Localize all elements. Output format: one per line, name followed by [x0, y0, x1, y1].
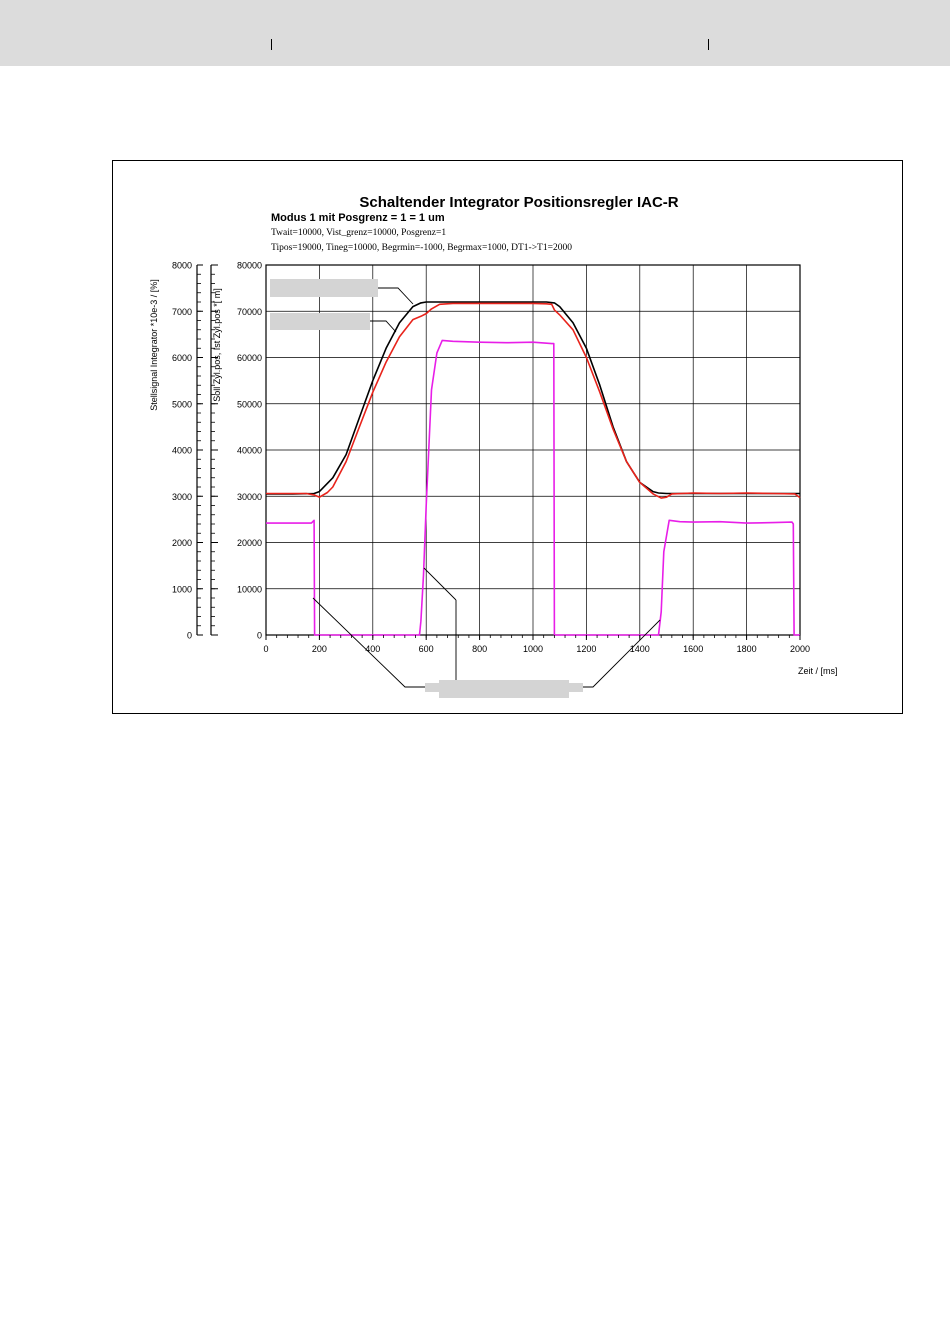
callout-leader — [583, 619, 661, 688]
y-tick-label-right: 30000 — [237, 492, 262, 502]
y-tick-label-left: 0 — [187, 631, 192, 641]
header-separator — [708, 39, 709, 50]
y-tick-label-right: 40000 — [237, 446, 262, 456]
y-tick-label-left: 6000 — [172, 353, 192, 363]
y-tick-label-left: 3000 — [172, 492, 192, 502]
callout-leader — [378, 287, 414, 305]
callout-box-bottom — [425, 683, 583, 692]
x-tick-label: 2000 — [790, 644, 810, 654]
y-tick-label-left: 7000 — [172, 307, 192, 317]
y-tick-label-left: 4000 — [172, 446, 192, 456]
y-tick-label-right: 60000 — [237, 353, 262, 363]
y-tick-label-left: 8000 — [172, 261, 192, 271]
series-line — [266, 339, 800, 636]
legend-callout-box — [270, 313, 370, 330]
chart-callouts — [270, 279, 661, 698]
page-header-bar — [0, 0, 950, 66]
series-line — [266, 302, 801, 499]
y-tick-label-right: 20000 — [237, 538, 262, 548]
x-tick-label: 0 — [263, 644, 268, 654]
x-tick-label: 200 — [312, 644, 327, 654]
y-axis-left-label: Stellsignal Integrator *10e-3 / [%] — [149, 279, 159, 411]
y-tick-label-right: 10000 — [237, 584, 262, 594]
x-tick-label: 1000 — [523, 644, 543, 654]
y-tick-label-right: 80000 — [237, 261, 262, 271]
x-tick-label: 800 — [472, 644, 487, 654]
x-tick-label: 400 — [365, 644, 380, 654]
chart-figure-frame: 0 200 400 600 800 1000 1200 1400 1600 1800 2000 0 10… — [112, 160, 903, 714]
chart-params-line-2: Tipos=19000, Tineg=10000, Begrmin=-1000,… — [271, 243, 572, 253]
y-tick-label-left: 1000 — [172, 584, 192, 594]
legend-callout-box — [270, 279, 378, 297]
y-tick-label-left: 2000 — [172, 538, 192, 548]
callout-leader — [370, 320, 397, 333]
callout-leader — [423, 567, 457, 601]
x-tick-label: 600 — [419, 644, 434, 654]
chart-params-line-1: Twait=10000, Vist_grenz=10000, Posgrenz=… — [271, 228, 446, 238]
x-tick-label: 1600 — [683, 644, 703, 654]
y-tick-label-right: 0 — [257, 631, 262, 641]
x-tick-label: 1400 — [630, 644, 650, 654]
x-tick-label: 1200 — [576, 644, 596, 654]
chart-title: Schaltender Integrator Positionsregler I… — [359, 194, 678, 211]
y-tick-label-left: 5000 — [172, 399, 192, 409]
header-separator — [271, 39, 272, 50]
x-tick-label: 1800 — [737, 644, 757, 654]
callout-leader — [312, 597, 425, 688]
chart-subtitle: Modus 1 mit Posgrenz = 1 = 1 um — [271, 212, 445, 224]
y-tick-label-right: 70000 — [237, 307, 262, 317]
series-line — [266, 301, 800, 495]
x-axis-label: Zeit / [ms] — [798, 666, 838, 676]
y-axis-right-label: Soll Zyl.pos, Ist Zyl.pos *[ m] — [212, 288, 222, 402]
chart-svg: 0 200 400 600 800 1000 1200 1400 1600 1800 2000010… — [149, 194, 838, 698]
y-tick-label-right: 50000 — [237, 399, 262, 409]
